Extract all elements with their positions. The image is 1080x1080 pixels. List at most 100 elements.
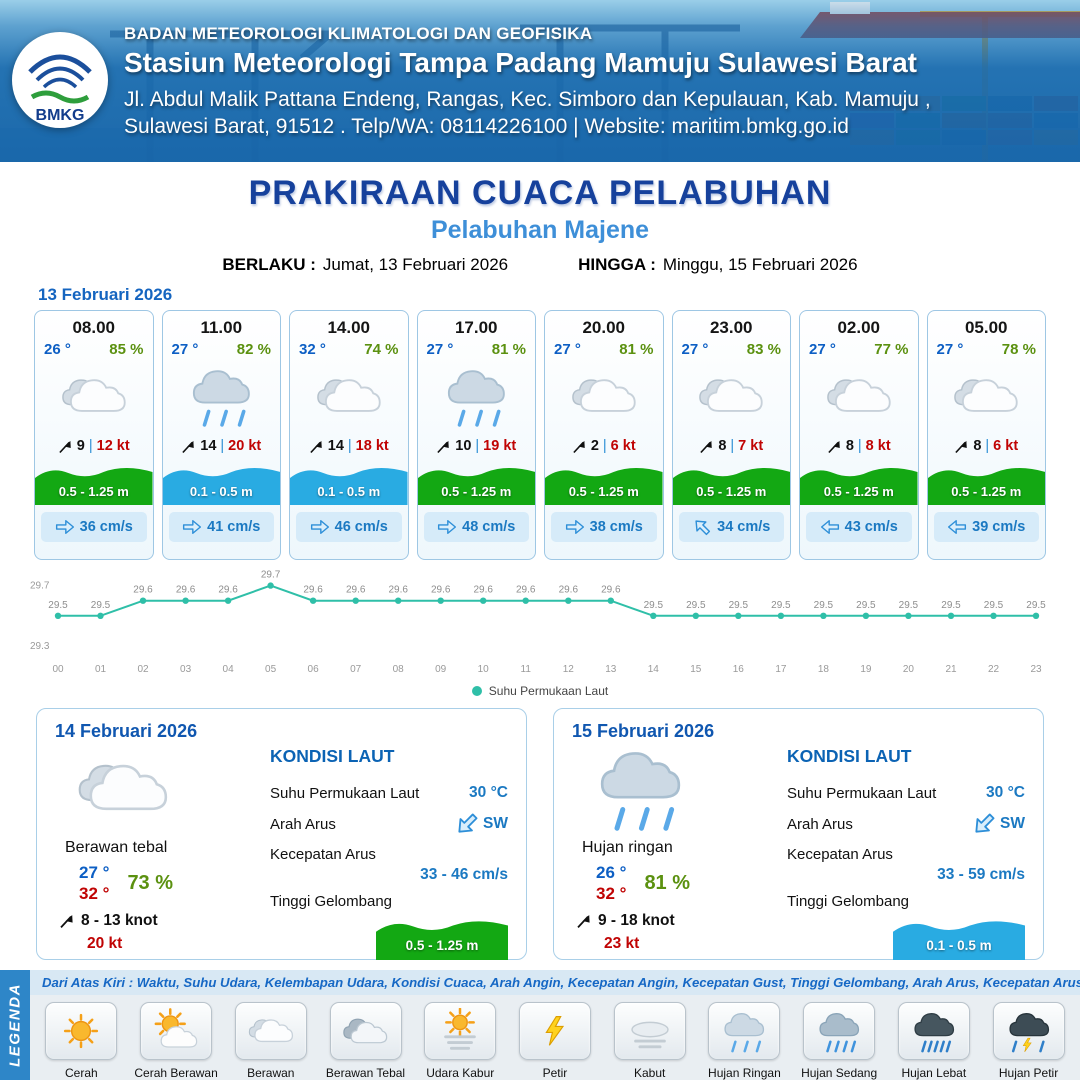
current-speed-row: Kecepatan Arus [270, 846, 508, 863]
card-humidity: 74 % [364, 341, 399, 358]
sst-value: 30 °C [469, 784, 508, 801]
legend-item-label: Petir [542, 1066, 568, 1080]
wind-barb-icon [576, 913, 592, 929]
card-temp-row: 32 ° 74 % [290, 338, 408, 358]
legend-item: Cerah Berawan [130, 1002, 222, 1080]
forecast-card: 02.00 27 ° 77 % 8 | 8 kt 0.5 - 1.25 m 43… [799, 310, 919, 560]
card-wave-height: 0.5 - 1.25 m [417, 461, 535, 505]
card-time: 20.00 [582, 318, 626, 337]
forecast-card: 11.00 27 ° 82 % 14 | 20 kt 0.1 - 0.5 m 4… [161, 310, 281, 560]
summary-temp-min: 26 ° [596, 863, 627, 882]
card-wind-speed: 8 [973, 438, 982, 454]
card-humidity: 83 % [746, 341, 781, 358]
wind-barb-icon [436, 439, 451, 454]
card-wind-row: 10 | 19 kt [418, 434, 536, 458]
legend-item: Hujan Ringan [698, 1002, 790, 1080]
hujan-ringan-icon [708, 1002, 781, 1060]
card-current-speed: 38 cm/s [589, 519, 643, 535]
card-humidity: 81 % [491, 341, 526, 358]
current-arrow-icon [947, 517, 967, 537]
svg-text:21: 21 [945, 664, 957, 675]
summary-weather-column: Berawan tebal 27 ° 32 ° 73 % 8 - 13 knot… [55, 742, 260, 960]
summary-date: 15 Februari 2026 [572, 721, 715, 741]
card-wave-height: 0.5 - 1.25 m [800, 461, 918, 505]
card-temperature: 32 ° [299, 341, 326, 358]
card-time: 14.00 [327, 318, 371, 337]
wave-label-row: Tinggi Gelombang [787, 893, 1025, 910]
wind-barb-icon [58, 439, 73, 454]
legend-item: Berawan [225, 1002, 317, 1080]
current-speed-value-row: 33 - 59 cm/s [787, 866, 1025, 884]
summary-body: Berawan tebal 27 ° 32 ° 73 % 8 - 13 knot… [55, 742, 508, 960]
svg-text:15: 15 [690, 664, 702, 675]
card-wind-row: 14 | 18 kt [290, 434, 408, 458]
sst-chart-legend: Suhu Permukaan Laut [0, 680, 1080, 702]
current-dir-value: SW [483, 815, 508, 832]
svg-text:29.6: 29.6 [516, 585, 536, 596]
current-dir-row: Arah Arus SW [270, 811, 508, 837]
summary-weather-column: Hujan ringan 26 ° 32 ° 81 % 9 - 18 knot … [572, 742, 777, 960]
legend-item-label: Berawan [247, 1066, 295, 1080]
current-dir-value: SW [1000, 815, 1025, 832]
card-current: 36 cm/s [41, 512, 147, 542]
card-wind-speed: 14 [200, 438, 217, 454]
card-wave-height: 0.1 - 0.5 m [290, 461, 408, 505]
svg-text:08: 08 [393, 664, 405, 675]
svg-text:29.6: 29.6 [559, 585, 579, 596]
card-wave-value: 0.1 - 0.5 m [317, 484, 381, 499]
svg-text:29.5: 29.5 [644, 600, 664, 611]
chart-legend-dot [471, 686, 482, 696]
svg-text:29.5: 29.5 [686, 600, 706, 611]
card-humidity: 78 % [1001, 341, 1036, 358]
card-current-speed: 34 cm/s [717, 519, 771, 535]
berawan-icon [290, 358, 408, 434]
sst-row: Suhu Permukaan Laut 30 °C [787, 784, 1025, 802]
card-wind-speed: 8 [718, 438, 727, 454]
card-current: 39 cm/s [933, 512, 1039, 542]
kabut-icon [613, 1002, 686, 1060]
summary-temps: 27 ° 32 ° 73 % [79, 862, 173, 904]
card-current: 48 cm/s [423, 512, 529, 542]
card-wind-speed: 2 [590, 438, 599, 454]
hujan-lebat-icon [897, 1002, 970, 1060]
legend-sidebar: LEGENDA [0, 970, 30, 1080]
card-wind-speed: 8 [845, 438, 854, 454]
svg-text:29.5: 29.5 [941, 600, 961, 611]
summary-wind: 8 - 13 knot [59, 912, 158, 930]
org-name: BADAN METEOROLOGI KLIMATOLOGI DAN GEOFIS… [124, 24, 593, 43]
card-wind-row: 8 | 7 kt [673, 434, 791, 458]
card-current-speed: 41 cm/s [207, 519, 261, 535]
card-gust: 6 kt [993, 438, 1019, 454]
summary-wave-height: 0.5 - 1.25 m [376, 914, 508, 960]
legend-item: Hujan Petir [983, 1002, 1075, 1080]
card-wave-height: 0.5 - 1.25 m [672, 461, 790, 505]
current-speed-row: Kecepatan Arus [787, 846, 1025, 863]
card-wind-speed: 9 [76, 438, 85, 454]
card-temp-row: 26 ° 85 % [35, 338, 153, 358]
legend-item: Petir [509, 1002, 601, 1080]
card-gust: 19 kt [483, 438, 517, 454]
hujan-ringan-icon [594, 742, 686, 839]
port-name: Pelabuhan Majene [430, 216, 650, 244]
card-time: 11.00 [200, 318, 243, 337]
svg-text:00: 00 [52, 664, 64, 675]
svg-text:09: 09 [435, 664, 447, 675]
sea-condition-column: KONDISI LAUT Suhu Permukaan Laut 30 °C A… [777, 742, 1025, 960]
card-humidity: 77 % [874, 341, 909, 358]
wind-barb-icon [181, 439, 196, 454]
legend-item-label: Udara Kabur [426, 1066, 495, 1080]
card-temperature: 27 ° [171, 341, 199, 358]
legend-main: Dari Atas Kiri : Waktu, Suhu Udara, Kele… [30, 970, 1080, 1080]
legend-item-label: Hujan Ringan [708, 1066, 781, 1080]
svg-text:29.6: 29.6 [303, 585, 323, 596]
card-temp-row: 27 ° 82 % [163, 338, 281, 358]
hujan-petir-icon [992, 1002, 1065, 1060]
svg-text:06: 06 [308, 664, 320, 675]
validity-row: BERLAKU : Jumat, 13 Februari 2026 HINGGA … [0, 255, 1080, 275]
current-arrow-icon [182, 517, 202, 537]
kondisi-laut-title: KONDISI LAUT [270, 746, 395, 766]
legend-item-label: Kabut [633, 1066, 666, 1080]
card-gust: 8 kt [865, 438, 891, 454]
current-arrow-icon [310, 517, 330, 537]
current-arrow-icon [565, 517, 585, 537]
